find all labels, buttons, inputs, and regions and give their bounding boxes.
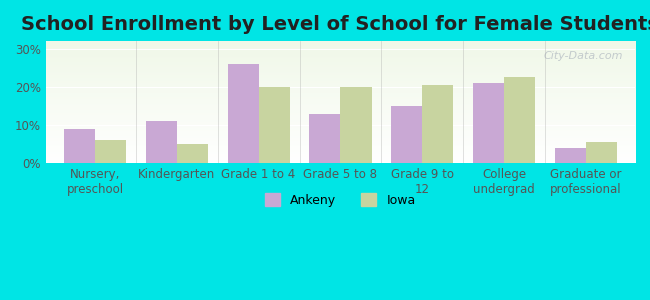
Bar <box>555 148 586 163</box>
Bar <box>95 140 126 163</box>
Bar <box>422 85 453 163</box>
Bar <box>586 142 617 163</box>
Bar <box>227 64 259 163</box>
Bar <box>309 114 341 163</box>
Legend: Ankeny, Iowa: Ankeny, Iowa <box>260 188 421 212</box>
Bar <box>391 106 423 163</box>
Bar <box>177 144 208 163</box>
Bar <box>146 121 177 163</box>
Bar <box>473 83 504 163</box>
Bar <box>259 87 290 163</box>
Bar <box>504 77 535 163</box>
Title: School Enrollment by Level of School for Female Students: School Enrollment by Level of School for… <box>21 15 650 34</box>
Bar <box>64 129 95 163</box>
Text: City-Data.com: City-Data.com <box>543 51 623 61</box>
Bar <box>341 87 372 163</box>
